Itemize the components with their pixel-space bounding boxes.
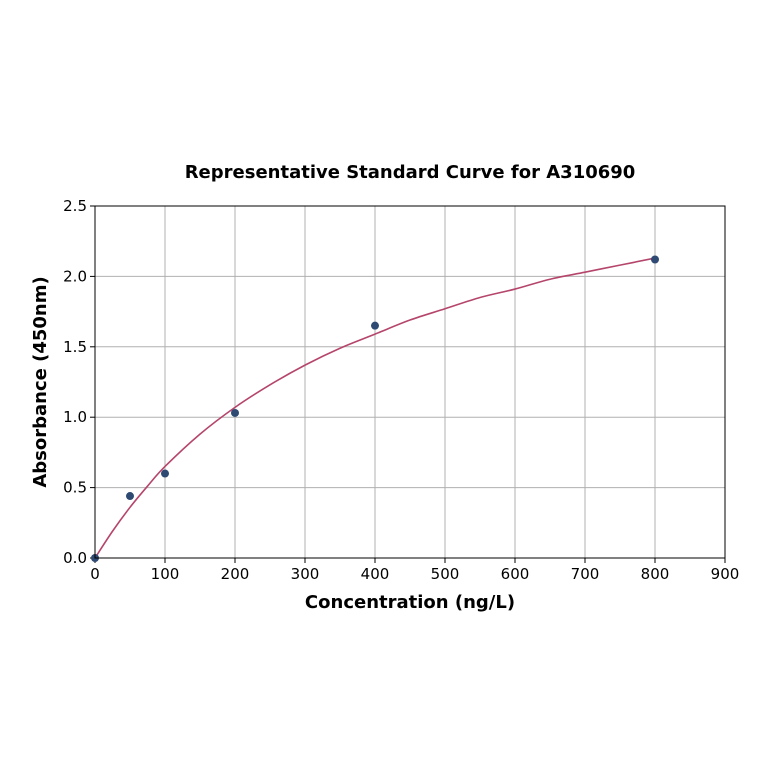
x-tick-label: 800 <box>641 565 670 583</box>
x-tick-label: 700 <box>571 565 600 583</box>
fit-curve-line <box>94 257 656 559</box>
x-tick-label: 200 <box>221 565 250 583</box>
y-tick-label: 1.5 <box>63 338 87 356</box>
data-point <box>231 408 239 417</box>
data-point <box>161 469 169 478</box>
x-tick-label: 900 <box>711 565 740 583</box>
y-tick-label: 1.0 <box>63 408 87 426</box>
y-tick-label: 0.0 <box>63 549 87 567</box>
x-axis-label: Concentration (ng/L) <box>305 592 515 613</box>
fit-curve-layer <box>94 257 656 559</box>
x-tick-label: 300 <box>291 565 320 583</box>
x-tick-label: 500 <box>431 565 460 583</box>
data-points-layer <box>91 255 659 562</box>
data-point <box>651 255 659 264</box>
x-tick-label: 400 <box>361 565 390 583</box>
y-tick-label: 2.0 <box>63 267 87 285</box>
y-tick-label: 2.5 <box>63 197 87 215</box>
data-point <box>371 321 379 330</box>
x-tick-label: 600 <box>501 565 530 583</box>
axis-ticks: 0 100 200 300 400 500 600 700 800 900 0.0 0.5 1.0 1.5… <box>63 197 739 583</box>
x-tick-label: 100 <box>151 565 180 583</box>
chart-title: Representative Standard Curve for A31069… <box>185 162 636 183</box>
grid-lines <box>94 205 726 559</box>
y-tick-label: 0.5 <box>63 479 87 497</box>
data-point <box>126 492 134 501</box>
x-tick-label: 0 <box>90 565 100 583</box>
plot-frame <box>94 205 726 559</box>
y-axis-label: Absorbance (450nm) <box>30 276 51 487</box>
